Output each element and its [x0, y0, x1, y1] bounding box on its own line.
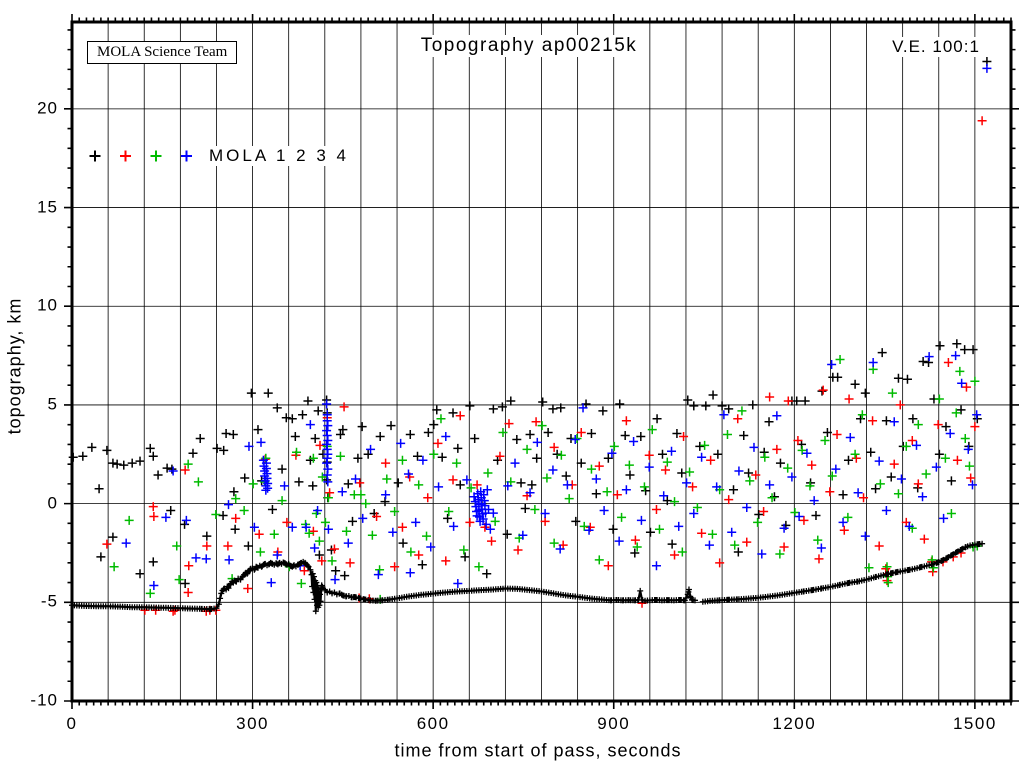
- y-tick-label: 0: [47, 493, 58, 513]
- legend-marker-mola3: [150, 150, 162, 162]
- scatter-series-2: [102, 116, 987, 616]
- x-tick-label: 1200: [772, 714, 817, 733]
- plot-title: Topography ap00215k: [414, 35, 644, 57]
- legend-marker-mola4: [181, 150, 192, 162]
- ground-track: [699, 540, 986, 605]
- team-credit-box: MOLA Science Team: [87, 41, 238, 64]
- y-tick-label: 5: [47, 394, 58, 414]
- y-tick-label: -10: [30, 690, 58, 710]
- x-tick-label: 900: [597, 714, 631, 733]
- ground-track: [69, 558, 698, 615]
- y-tick-label: 20: [37, 98, 58, 118]
- x-tick-label: 300: [236, 714, 270, 733]
- scatter-series-3: [109, 355, 982, 604]
- x-axis-title: time from start of pass, seconds: [394, 740, 682, 761]
- y-tick-label: 15: [37, 197, 58, 217]
- x-tick-label: 0: [66, 714, 78, 733]
- scatter-series-1: [68, 56, 992, 589]
- axis-ticks: [64, 14, 1019, 709]
- y-tick-label: 10: [37, 295, 58, 315]
- legend-marker-mola2: [120, 150, 131, 162]
- legend-label: MOLA 1 2 3 4: [204, 146, 354, 166]
- vertical-exaggeration-label: V.E. 100:1: [887, 37, 985, 57]
- legend-marker-mola1: [89, 150, 101, 162]
- x-tick-label: 600: [416, 714, 450, 733]
- x-tick-label: 1500: [952, 714, 997, 733]
- scatter-series-4: [121, 63, 992, 591]
- plot-frame: [70, 20, 1013, 703]
- y-tick-label: -5: [40, 591, 58, 611]
